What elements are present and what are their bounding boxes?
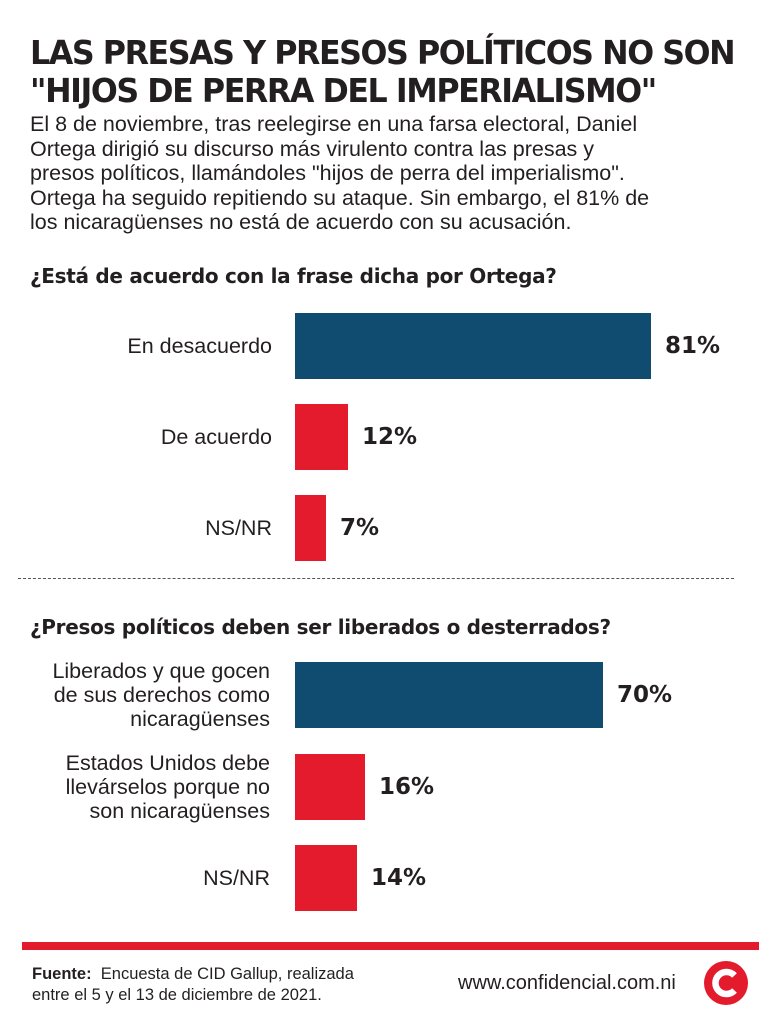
category-label-2-3: NS/NR [203, 866, 270, 890]
category-label-line: llevárselos porque no [65, 775, 270, 799]
category-label-line: NS/NR [203, 866, 270, 890]
value-label-2-1: 70% [617, 682, 673, 708]
page-title: LAS PRESAS Y PRESOS POLÍTICOS NO SON "HI… [30, 33, 736, 110]
intro-line: Ortega ha seguido repitiendo su ataque. … [30, 185, 650, 210]
intro-line: los nicaragüenses no está de acuerdo con… [30, 210, 572, 234]
intro-line: Ortega dirigió su discurso más virulento… [30, 136, 595, 161]
intro-paragraph: El 8 de noviembre, tras reelegirse en un… [30, 112, 760, 235]
category-label-1-1: En desacuerdo [127, 334, 272, 358]
source-label: Fuente: [32, 965, 92, 983]
bar-2-3 [295, 845, 357, 911]
category-label-line: Estados Unidos debe [65, 751, 270, 775]
footer-rule [22, 942, 759, 950]
category-label-line: son nicaragüenses [89, 799, 270, 823]
source-text-line: entre el 5 y el 13 de diciembre de 2021. [32, 986, 322, 1004]
chart-1-title: ¿Está de acuerdo con la frase dicha por … [30, 264, 557, 288]
category-label-line: De acuerdo [160, 425, 272, 449]
title-line: LAS PRESAS Y PRESOS POLÍTICOS NO SON [30, 33, 736, 72]
category-label-2-2: Estados Unidos debe llevárselos porque no… [66, 751, 270, 823]
source-note: Fuente: Encuesta de CID Gallup, realizad… [32, 964, 412, 1006]
category-label-line: de sus derechos como [53, 683, 270, 707]
section-divider [18, 578, 734, 579]
category-label-line: En desacuerdo [127, 334, 272, 358]
value-label-1-2: 12% [362, 424, 418, 450]
category-label-line: Liberados y que gocen [52, 659, 270, 683]
bar-1-2 [295, 404, 348, 470]
chart-2-title: ¿Presos políticos deben ser liberados o … [30, 615, 611, 639]
category-label-line: NS/NR [205, 516, 272, 540]
category-label-line: nicaragüenses [130, 707, 270, 731]
bar-1-1 [295, 313, 651, 379]
source-text-line: Encuesta de CID Gallup, realizada [100, 965, 354, 983]
category-label-2-1: Liberados y que gocen de sus derechos com… [52, 659, 270, 731]
category-label-1-2: De acuerdo [161, 425, 272, 449]
value-label-2-2: 16% [379, 774, 435, 800]
value-label-1-1: 81% [665, 333, 721, 359]
value-label-2-3: 14% [371, 865, 427, 891]
title-line: "HIJOS DE PERRA DEL IMPERIALISMO" [30, 71, 657, 110]
bar-2-1 [295, 662, 603, 728]
confidencial-c-logo-icon [704, 961, 748, 1005]
site-url[interactable]: www.confidencial.com.ni [458, 972, 676, 994]
intro-line: presos políticos, llamándoles "hijos de … [30, 161, 625, 185]
bar-1-3 [295, 495, 326, 561]
value-label-1-3: 7% [340, 515, 380, 541]
bar-2-2 [295, 754, 365, 820]
category-label-1-3: NS/NR [205, 516, 272, 540]
intro-line: El 8 de noviembre, tras reelegirse en un… [30, 112, 638, 136]
